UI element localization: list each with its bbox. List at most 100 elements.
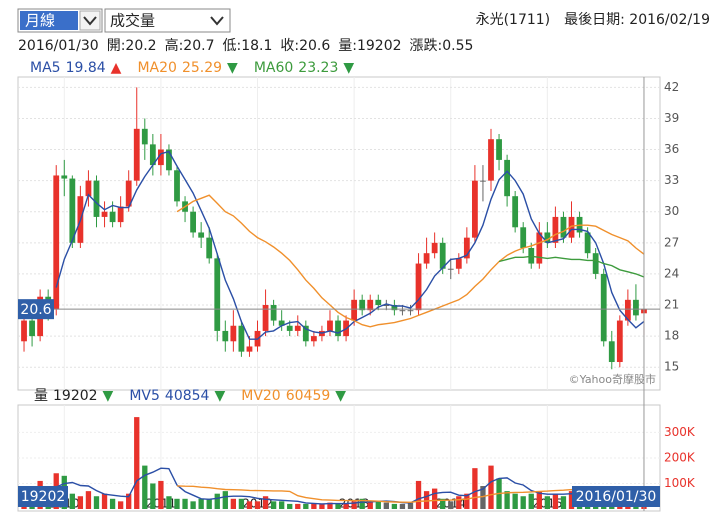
volume-bar <box>407 502 414 509</box>
y-tick-label: 300K <box>664 425 696 439</box>
volume-bar <box>440 498 446 509</box>
indicator-select[interactable]: 成交量 <box>104 8 231 33</box>
volume-average-line <box>55 467 645 505</box>
candle-body <box>520 227 527 249</box>
volume-bar <box>109 498 116 509</box>
candle-body <box>246 346 253 352</box>
y-tick-label: 100K <box>664 476 696 490</box>
cursor-volume: 19202 <box>21 489 66 505</box>
candle-body <box>480 180 486 182</box>
candle-body <box>439 242 446 269</box>
volume-bar <box>69 493 75 509</box>
candle-body <box>471 180 478 238</box>
candle-body <box>125 180 132 207</box>
candle-body <box>109 211 116 223</box>
volume-bar <box>206 498 212 509</box>
volume-bar <box>174 498 180 509</box>
candle-body <box>262 305 269 331</box>
candle-body <box>407 310 414 312</box>
candle-body <box>206 237 213 259</box>
candle-body <box>351 299 358 321</box>
volume-bar <box>335 503 341 509</box>
candle-body <box>29 320 35 337</box>
candle-body <box>367 299 374 311</box>
candle-body <box>592 253 599 274</box>
volume-bar <box>528 493 534 509</box>
candle-body <box>190 211 197 233</box>
volume-bar <box>359 498 365 509</box>
candle-body <box>238 325 245 352</box>
legend-name: MA20 <box>137 60 176 76</box>
volume-bar <box>367 501 373 509</box>
volume-bar <box>383 502 389 509</box>
period-select[interactable]: 月線 <box>17 8 103 33</box>
volume-value: 19202 <box>53 388 98 404</box>
volume-bar <box>488 465 494 509</box>
candle-body <box>198 232 205 238</box>
candle-body <box>21 320 27 342</box>
candle-body <box>415 263 422 311</box>
candle-body <box>230 325 237 342</box>
volume-bar <box>77 496 84 509</box>
candle-body <box>633 299 639 316</box>
y-tick-label: 33 <box>664 173 679 187</box>
volume-bar <box>222 491 228 509</box>
select-box[interactable] <box>104 8 231 33</box>
candle-body <box>166 149 172 171</box>
candle-body <box>101 211 108 217</box>
moving-average-line <box>498 255 645 278</box>
volume-bar <box>287 503 293 509</box>
legend-value: 60459 <box>286 388 331 404</box>
y-tick-label: 36 <box>664 142 679 156</box>
cursor-volume-box <box>18 486 68 507</box>
select-highlight <box>20 11 78 30</box>
candle-body <box>294 325 301 331</box>
volume-bar <box>246 501 253 509</box>
volume-bar <box>391 503 398 509</box>
y-tick-label: 39 <box>664 111 679 125</box>
candle-body <box>327 320 333 331</box>
candle-body <box>53 175 60 310</box>
candle-body <box>431 242 438 254</box>
volume-bar <box>552 493 559 509</box>
volume-bar <box>214 493 220 509</box>
candle-body <box>391 305 398 311</box>
info-item: 低:18.1 <box>222 38 272 54</box>
volume-bar <box>343 503 349 509</box>
info-item: 漲跌:0.55 <box>410 38 474 54</box>
volume-bar <box>423 491 430 509</box>
candle-body <box>359 299 366 311</box>
candle-body <box>512 196 519 228</box>
legend-trend: ▲ <box>111 60 122 76</box>
volume-bar <box>238 498 245 509</box>
candle-body <box>544 232 551 243</box>
legend-trend: ▼ <box>343 60 354 76</box>
candle-body <box>335 320 341 337</box>
y-tick-label: 30 <box>664 204 679 218</box>
candle-body <box>463 237 470 259</box>
volume-bar <box>431 488 438 509</box>
y-tick-label: 200K <box>664 450 696 464</box>
candle-body <box>600 273 607 342</box>
candle-body <box>616 320 623 363</box>
volume-bar <box>117 501 124 509</box>
volume-bar <box>279 501 285 509</box>
volume-bar <box>560 496 567 509</box>
volume-bar <box>351 501 357 509</box>
volume-bar <box>182 498 188 509</box>
volume-bar <box>327 502 333 509</box>
candle-body <box>568 216 575 238</box>
volume-bar <box>520 496 526 509</box>
volume-bar <box>93 496 100 509</box>
y-tick-label: 18 <box>664 329 679 343</box>
candle-body <box>624 299 631 321</box>
legend-value: 19.84 <box>66 60 106 76</box>
candle-body <box>69 178 76 243</box>
candle-body <box>214 258 221 331</box>
candle-body <box>133 128 140 181</box>
candle-body <box>383 305 390 307</box>
volume-bar <box>399 503 406 509</box>
candle-body <box>447 268 454 270</box>
candle-body <box>222 330 229 342</box>
